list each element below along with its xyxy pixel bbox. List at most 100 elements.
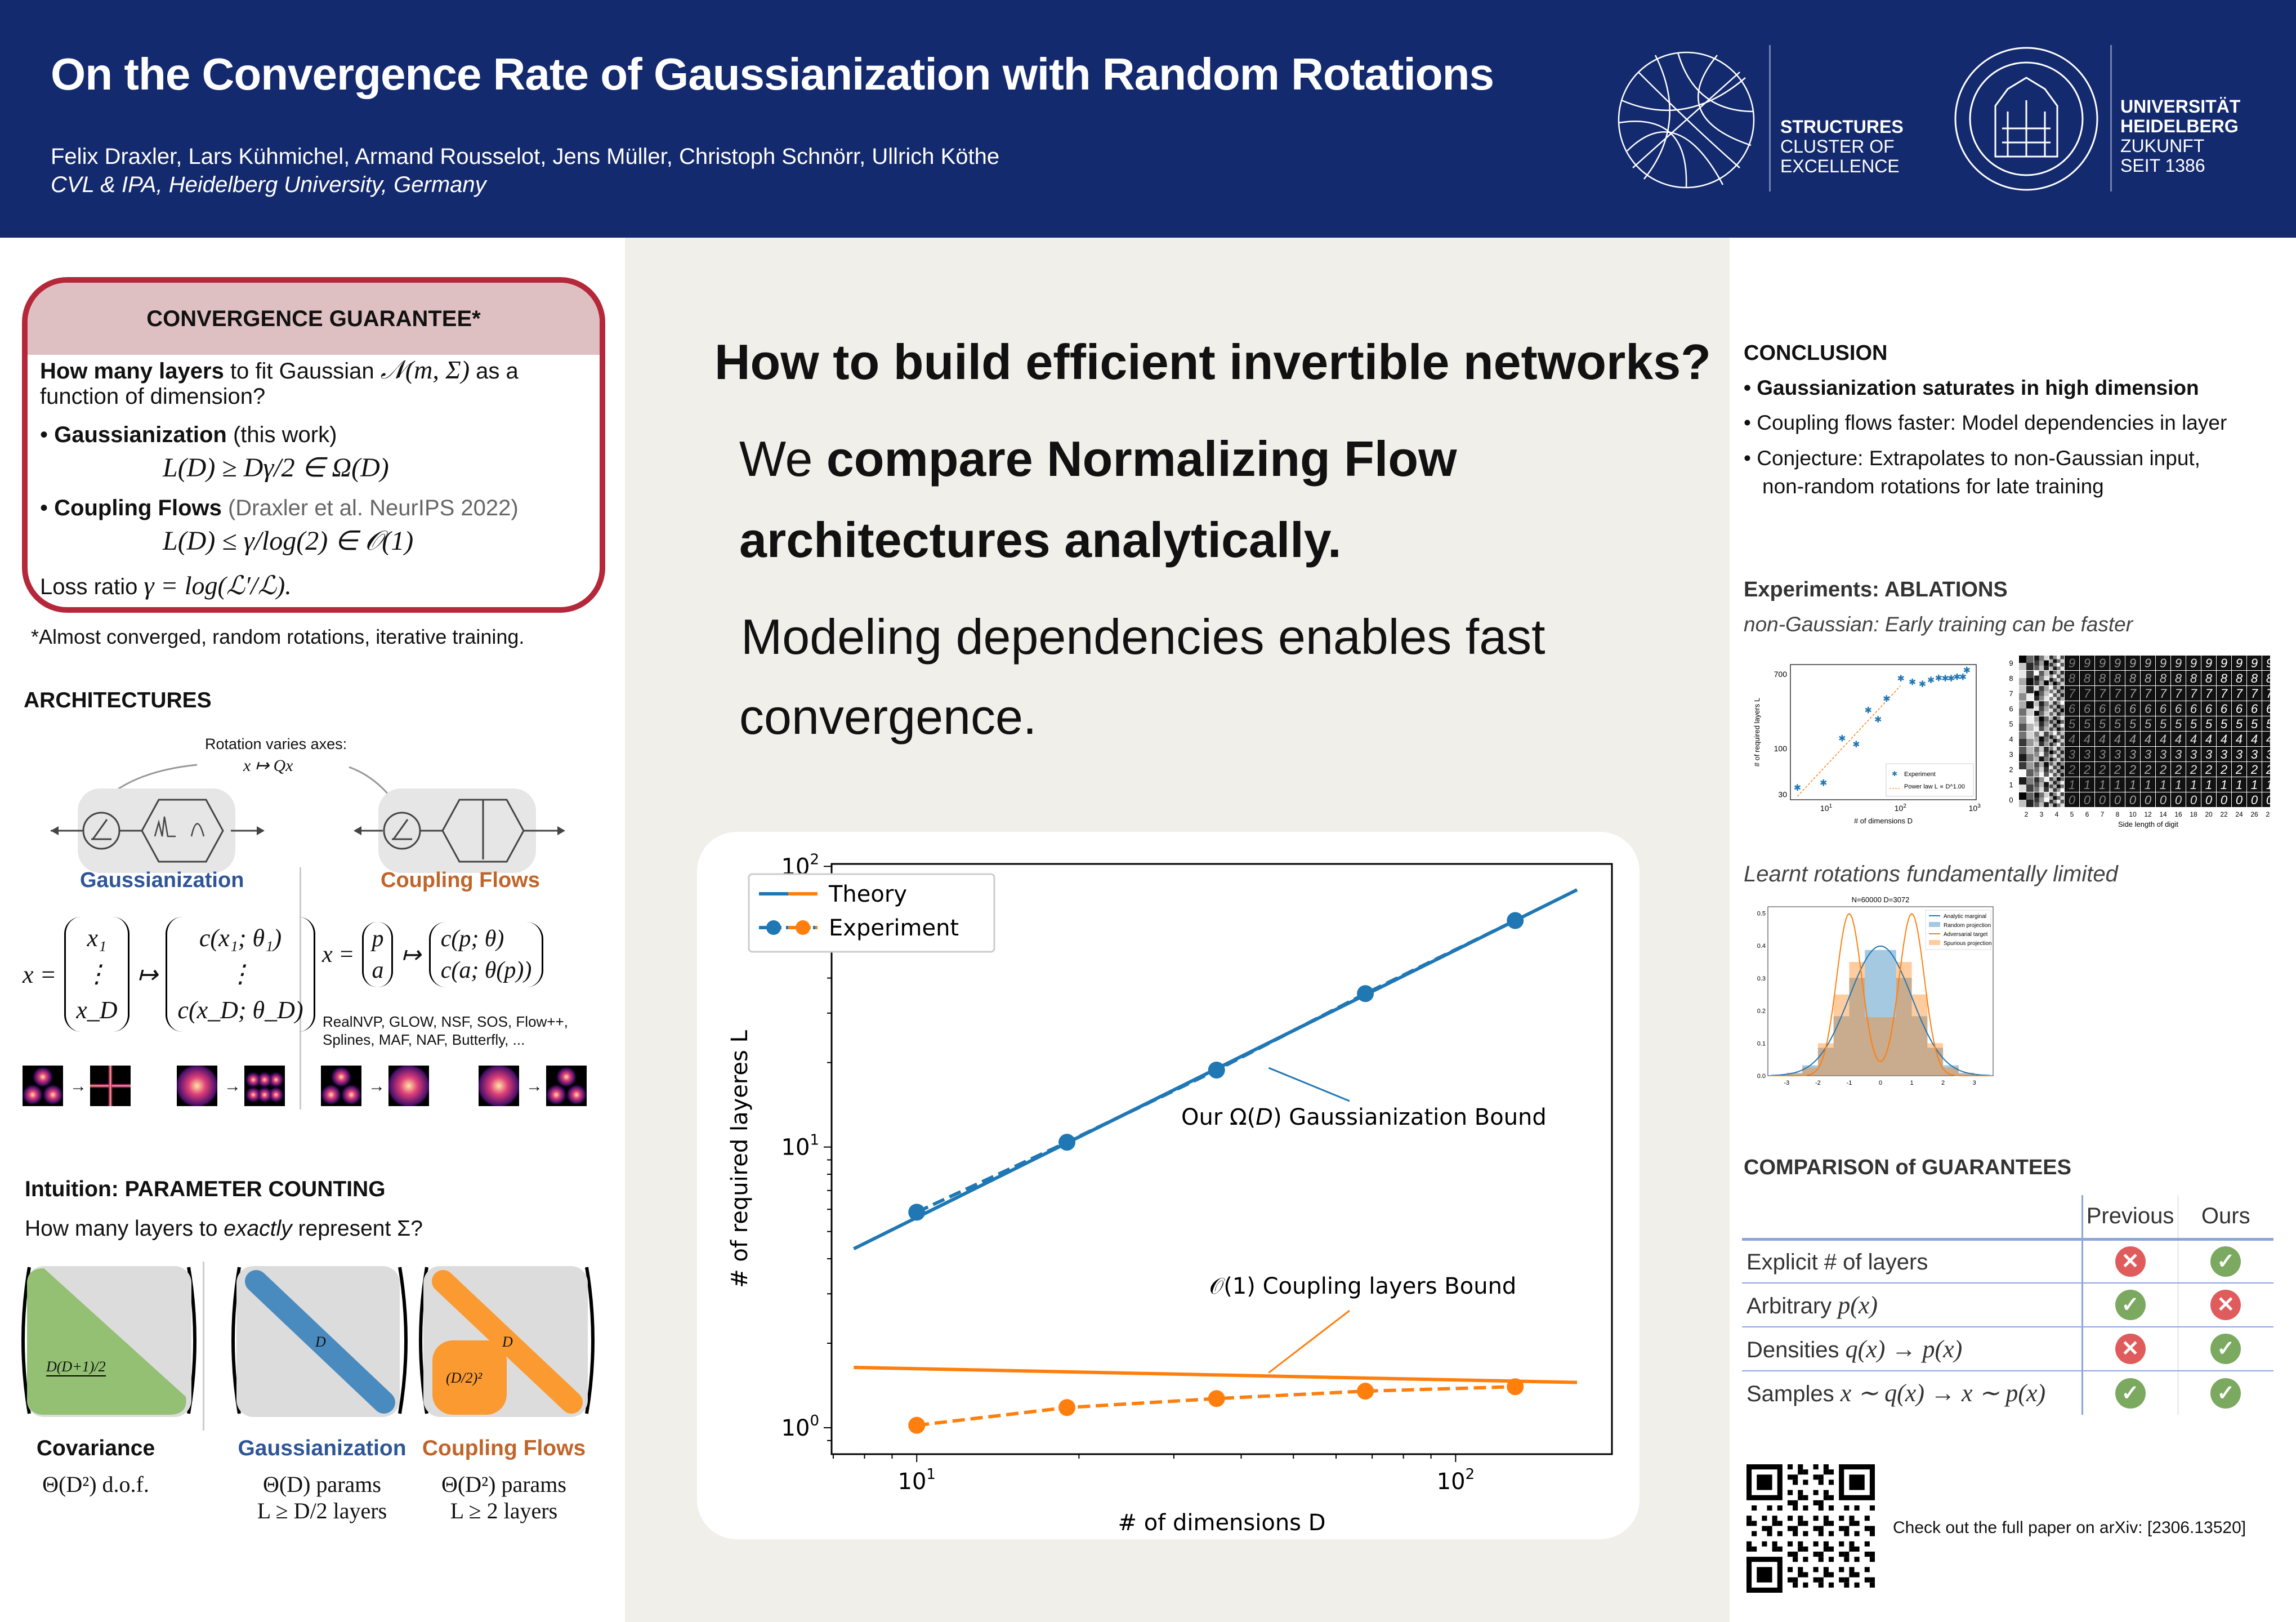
pixel [2044, 772, 2049, 777]
pixel [2039, 797, 2044, 803]
digit-glyph: 8 [2266, 671, 2270, 685]
legend-label: Experiment [1904, 771, 1936, 778]
pixel [2039, 675, 2044, 681]
digit-cell [2156, 701, 2170, 716]
y-tick-label: 0.4 [1757, 943, 1766, 950]
pixel [2019, 678, 2026, 685]
pixel [2039, 756, 2044, 761]
digit-glyph: 1 [2099, 778, 2106, 792]
pixel [2034, 706, 2039, 711]
digit-cell [2247, 747, 2262, 761]
qr-module [1803, 1546, 1808, 1552]
q-bold: How many layers [40, 359, 224, 384]
pixel [2053, 693, 2057, 697]
logo-line: CLUSTER OF [1780, 136, 1895, 157]
hist-bar-spurious [1958, 1074, 1975, 1076]
pixel [2053, 777, 2057, 781]
data-point [1507, 912, 1524, 929]
digit-glyph: 6 [2160, 702, 2167, 716]
digit-cell [2110, 656, 2125, 670]
cell-ours: ✓ [2177, 1327, 2273, 1371]
digit-cell [2125, 656, 2140, 670]
col-name: Gaussianization [238, 1436, 407, 1460]
digit-cell [2141, 762, 2155, 777]
pixel [2060, 757, 2064, 761]
qr-module [1818, 1500, 1824, 1505]
pixel [2060, 762, 2064, 766]
pixel [2019, 663, 2026, 670]
data-point [1208, 1062, 1225, 1079]
pixel [2060, 678, 2064, 682]
col-label: 24 [2235, 810, 2243, 818]
pixel [2057, 742, 2061, 746]
digit-glyph: 9 [2099, 656, 2106, 670]
digit-glyph: 1 [2205, 778, 2212, 792]
digit-cell [2110, 732, 2125, 746]
digit-glyph: 5 [2205, 717, 2213, 731]
digit-cell [2110, 762, 2125, 777]
qr-module [1803, 1469, 1808, 1475]
logo-line: EXCELLENCE [1780, 156, 1900, 176]
digit-cell [2156, 792, 2170, 807]
digit-glyph: 4 [2266, 732, 2270, 746]
qr-module [1828, 1572, 1834, 1578]
pixel [2057, 769, 2061, 773]
col-line2: L ≥ 2 layers [450, 1498, 558, 1523]
map-entry: c(x₁; θ₁) [199, 924, 282, 952]
digit-cell [2262, 762, 2270, 777]
digit-cell [2095, 656, 2110, 670]
pixel [2057, 686, 2061, 690]
digit-glyph: 9 [2069, 656, 2075, 670]
pixel [2060, 697, 2064, 701]
architecture-diagram [51, 764, 565, 873]
ablation-chart: 30 100 700 101 102 103 # of dimensions D # of r… [1753, 664, 1981, 825]
pixel [2060, 724, 2064, 728]
pixel [2019, 754, 2026, 761]
label-text: Explicit # of layers [1746, 1250, 1928, 1275]
hist-bar-random [1865, 950, 1880, 1076]
legend-box [1886, 763, 1974, 797]
middle-line4: convergence. [739, 689, 1037, 745]
qr-module [1787, 1516, 1793, 1521]
digit-cell [2201, 762, 2216, 777]
pixel [2039, 802, 2044, 807]
digit-cell [2247, 656, 2262, 670]
convergence-question: How many layers to fit Gaussian 𝒩(m, Σ) … [40, 355, 519, 386]
digit-cell [2065, 716, 2079, 731]
pixel [2057, 800, 2061, 804]
pixel [2057, 720, 2061, 724]
data-point: ✱ [1941, 674, 1949, 684]
pixel [2053, 720, 2057, 724]
digit-glyph: 1 [2236, 778, 2243, 792]
qr-code-icon [1746, 1464, 1875, 1593]
qr-module [1818, 1577, 1824, 1583]
digit-glyph: 7 [2175, 687, 2182, 701]
col-name: Coupling Flows [422, 1436, 586, 1460]
digit-glyph: 2 [2266, 763, 2270, 777]
digit-cell [2201, 747, 2216, 761]
qr-module [1798, 1495, 1803, 1500]
qr-module [1803, 1521, 1808, 1526]
architectures-title: ARCHITECTURES [24, 688, 212, 712]
pixel [2034, 665, 2039, 670]
legend-label: Theory [828, 881, 907, 907]
digit-glyph: 8 [2099, 671, 2106, 685]
digit-glyph: 7 [2205, 687, 2213, 701]
conclusion-b3-cont: non-random rotations for late training [1762, 475, 2104, 498]
col-label: 4 [2055, 810, 2059, 818]
pixel [2057, 724, 2061, 728]
col-label: 12 [2144, 810, 2152, 818]
x-tick-label: 1 [1910, 1080, 1913, 1086]
qr-module [1798, 1490, 1803, 1495]
qr-module [1798, 1572, 1803, 1578]
digit-cell [2186, 671, 2201, 685]
pixel [2026, 701, 2034, 708]
qr-module [1823, 1541, 1829, 1547]
qr-module [1869, 1505, 1875, 1511]
row-label: 8 [2009, 674, 2013, 683]
digit-cell [2110, 747, 2125, 761]
digit-glyph: 3 [2205, 747, 2213, 761]
tick-exp: 0 [810, 1412, 819, 1429]
arxiv-link[interactable]: Check out the full paper on arXiv: [2306… [1893, 1518, 2246, 1537]
logo-line: HEIDELBERG [2120, 116, 2239, 136]
